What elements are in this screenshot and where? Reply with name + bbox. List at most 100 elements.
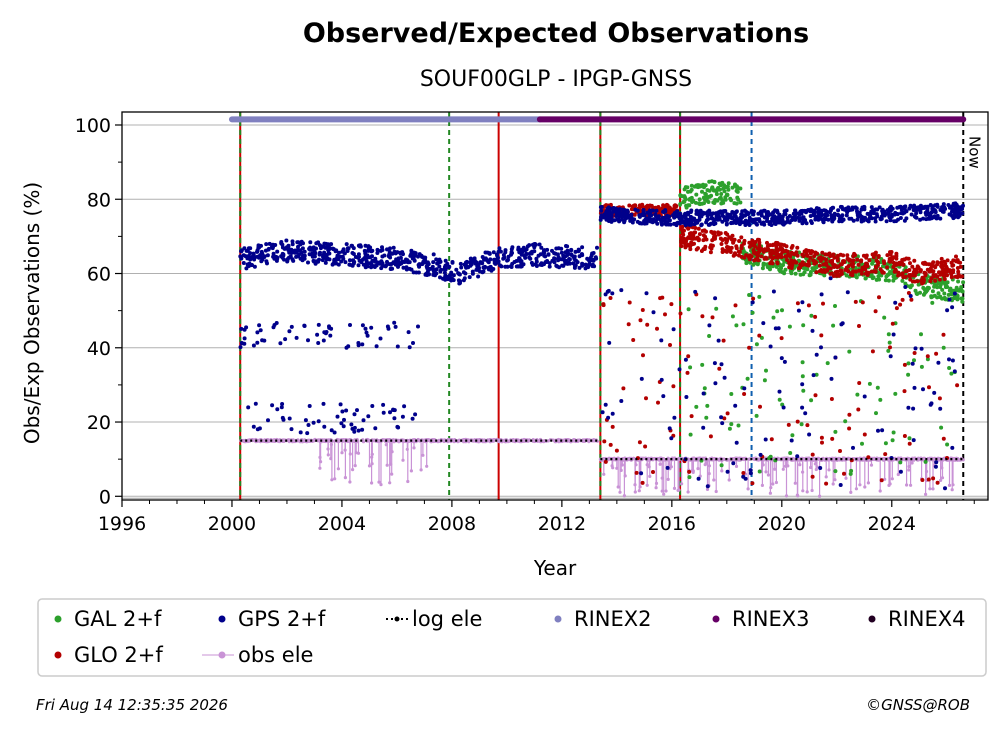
data-point — [622, 494, 627, 498]
data-point — [948, 286, 953, 291]
data-point — [864, 253, 869, 258]
data-point — [931, 273, 936, 277]
x-tick-label: 1996 — [98, 513, 146, 535]
data-point — [713, 296, 718, 301]
data-point — [393, 324, 398, 329]
data-point — [725, 212, 730, 217]
data-point — [955, 296, 960, 301]
data-point — [819, 211, 824, 216]
data-point — [662, 210, 666, 215]
data-point — [381, 410, 386, 415]
data-point — [567, 257, 572, 261]
data-point — [694, 209, 699, 214]
data-point — [713, 188, 718, 193]
data-point — [754, 413, 759, 418]
data-point — [792, 215, 797, 220]
data-point — [828, 254, 833, 259]
data-point — [637, 440, 642, 445]
data-point — [719, 415, 724, 420]
data-point — [665, 213, 669, 218]
data-point — [300, 246, 305, 251]
data-point — [914, 291, 919, 296]
data-point — [369, 249, 374, 254]
data-point — [890, 321, 895, 326]
data-point — [945, 442, 950, 447]
data-point — [851, 445, 855, 450]
data-point — [895, 205, 900, 210]
data-point — [432, 438, 436, 442]
data-point — [608, 442, 613, 447]
data-point — [467, 440, 471, 444]
data-point — [842, 456, 846, 460]
data-point — [781, 405, 786, 410]
data-point — [795, 245, 800, 250]
data-point — [814, 372, 819, 377]
data-point — [683, 216, 688, 221]
data-point — [736, 423, 741, 428]
chart-title: Observed/Expected Observations — [303, 18, 809, 49]
data-point — [362, 248, 367, 253]
data-point — [794, 250, 799, 255]
data-point — [953, 211, 958, 216]
data-point — [546, 252, 551, 257]
data-point — [725, 469, 730, 474]
data-point — [442, 439, 446, 443]
data-point — [783, 267, 788, 272]
data-point — [637, 489, 641, 493]
data-point — [936, 360, 941, 365]
data-point — [770, 243, 775, 248]
data-point — [774, 480, 779, 485]
data-point — [916, 456, 920, 460]
data-point — [759, 254, 764, 259]
data-point — [889, 270, 894, 275]
data-point — [355, 408, 359, 413]
data-point — [855, 217, 860, 222]
data-point — [833, 355, 838, 360]
data-point — [696, 467, 700, 471]
data-point — [935, 260, 940, 265]
data-point — [369, 325, 374, 330]
data-point — [387, 250, 392, 254]
data-point — [758, 404, 762, 409]
data-point — [654, 481, 659, 485]
data-point — [725, 411, 730, 416]
data-point — [830, 436, 835, 441]
data-point — [705, 403, 710, 408]
data-point — [823, 217, 828, 222]
data-point — [921, 387, 925, 392]
data-point — [665, 465, 670, 470]
data-point — [395, 250, 400, 255]
data-point — [572, 438, 576, 442]
data-point — [400, 414, 405, 419]
data-point — [923, 290, 927, 295]
data-point — [828, 271, 833, 276]
data-point — [663, 220, 668, 225]
data-point — [414, 270, 419, 275]
data-point — [306, 423, 311, 427]
data-point — [366, 414, 371, 419]
data-point — [801, 218, 806, 223]
data-point — [689, 183, 694, 188]
data-point — [947, 297, 952, 302]
data-point — [823, 252, 828, 257]
data-point — [398, 251, 403, 256]
data-point — [886, 348, 891, 353]
data-point — [370, 462, 374, 466]
data-point — [710, 315, 715, 320]
data-point — [722, 416, 727, 421]
data-point — [454, 267, 459, 272]
data-point — [547, 264, 552, 269]
data-point — [731, 240, 736, 245]
data-point — [831, 274, 836, 278]
data-point — [352, 429, 357, 434]
data-point — [926, 477, 931, 482]
data-point — [719, 362, 724, 367]
data-point — [281, 438, 285, 442]
data-point — [351, 260, 356, 264]
x-tick-label: 2024 — [868, 513, 916, 535]
data-point — [370, 254, 374, 259]
series-glo-2-f — [598, 202, 964, 486]
data-point — [725, 245, 730, 249]
data-point — [891, 332, 896, 337]
